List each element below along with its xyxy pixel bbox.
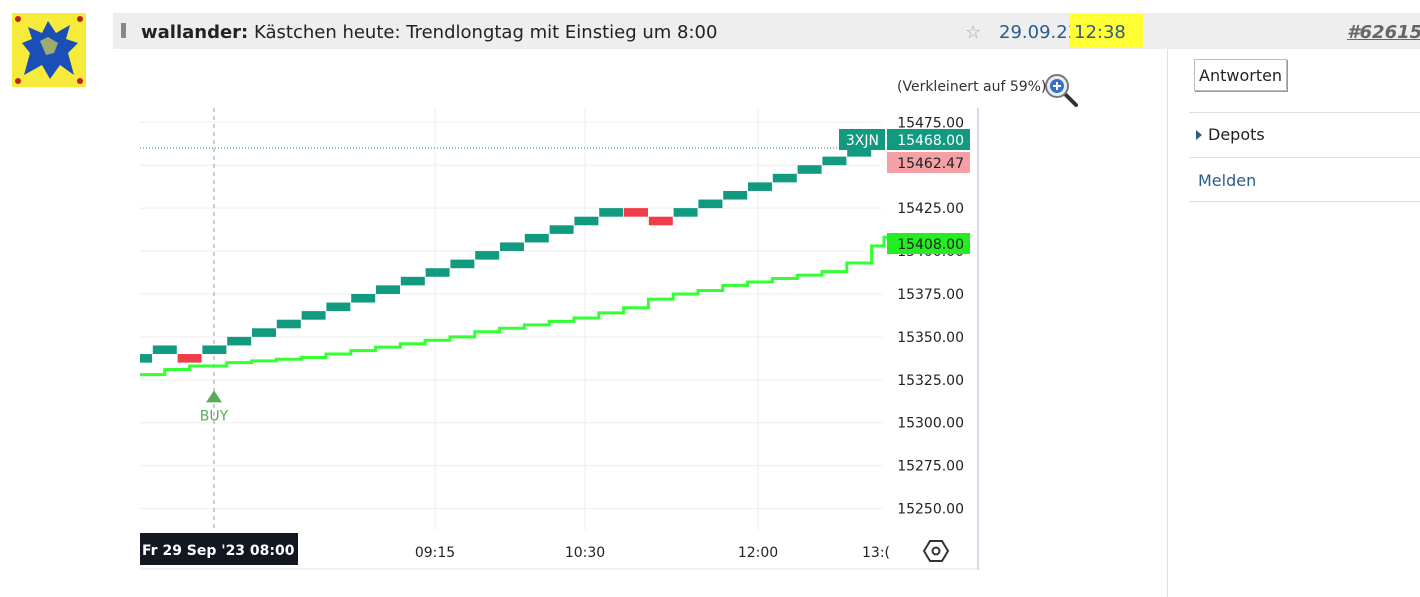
renko-brick-up <box>400 276 425 286</box>
renko-brick-up <box>673 208 698 217</box>
renko-brick-up <box>351 293 376 303</box>
renko-brick-up <box>475 251 500 260</box>
renko-brick-up <box>500 242 524 252</box>
report-link[interactable]: Melden <box>1198 171 1257 190</box>
gear-center <box>931 546 941 556</box>
collapse-handle[interactable] <box>121 23 126 38</box>
x-tick-label: 10:30 <box>565 545 605 561</box>
symbol-label-box <box>839 129 885 150</box>
renko-brick-up <box>698 199 723 209</box>
price-label-last-box <box>887 129 970 150</box>
zoom-in-icon[interactable] <box>1043 72 1079 108</box>
renko-brick-up <box>252 328 276 337</box>
crosshair-time-label: Fr 29 Sep '23 08:00 <box>142 543 295 559</box>
series-line-green <box>140 235 892 377</box>
post-time: 12:38 <box>1074 22 1126 43</box>
renko-brick-down <box>624 208 648 217</box>
renko-brick-up <box>128 354 152 363</box>
image-scale-note: (Verkleinert auf 59%) <box>897 79 1047 95</box>
buy-marker-icon <box>206 390 222 403</box>
gear-outline <box>922 540 950 562</box>
user-avatar[interactable] <box>12 13 86 87</box>
renko-brick-up <box>748 182 772 191</box>
depots-toggle[interactable]: Depots <box>1196 125 1265 144</box>
renko-brick-up <box>276 319 301 329</box>
renko-brick-up <box>599 208 624 217</box>
y-tick-label: 15250.00 <box>897 502 964 518</box>
buy-label: BUY <box>200 408 229 424</box>
post-date: 29.09.23 <box>999 22 1080 43</box>
renko-brick-up <box>797 165 822 174</box>
renko-brick-up <box>723 190 748 200</box>
divider <box>1189 112 1420 113</box>
x-tick-label: 12:00 <box>738 545 778 561</box>
post-actions-panel: Antworten Depots Melden <box>1167 49 1420 597</box>
crosshair-time-box <box>140 533 298 565</box>
star-icon[interactable]: ☆ <box>965 22 982 43</box>
renko-brick-up <box>202 345 227 355</box>
renko-brick-up <box>301 311 326 320</box>
renko-chart: 15475.0015425.0015400.0015375.0015350.00… <box>128 108 980 570</box>
post-header: wallander: Kästchen heute: Trendlongtag … <box>113 13 1420 49</box>
post-author[interactable]: wallander: <box>141 22 249 43</box>
renko-brick-up <box>425 268 450 277</box>
y-tick-label: 15325.00 <box>897 373 964 389</box>
renko-brick-up <box>549 225 574 234</box>
y-tick-label: 15350.00 <box>897 330 964 346</box>
y-tick-label: 15425.00 <box>897 201 964 217</box>
post-id-link[interactable]: #62615 <box>1347 22 1420 43</box>
post-time-highlight: 12:38 <box>1070 14 1143 48</box>
y-tick-label: 15275.00 <box>897 459 964 475</box>
symbol-label: 3XJN <box>846 133 879 149</box>
price-label-current-box <box>887 152 970 173</box>
renko-brick-up <box>376 285 400 294</box>
divider <box>1189 157 1420 158</box>
x-tick-label: 09:15 <box>415 545 455 561</box>
renko-brick-down <box>648 216 673 226</box>
renko-brick-up <box>227 336 252 346</box>
renko-brick-up <box>574 216 599 226</box>
renko-brick-up <box>524 233 549 243</box>
post-title: Kästchen heute: Trendlongtag mit Einstie… <box>253 22 718 43</box>
lion-crest-icon <box>12 13 86 87</box>
post-title-line: wallander: Kästchen heute: Trendlongtag … <box>141 22 717 43</box>
y-tick-label: 15375.00 <box>897 287 964 303</box>
caret-right-icon <box>1196 130 1202 140</box>
price-label-current: 15462.47 <box>897 156 964 172</box>
chart-settings-icon[interactable] <box>922 540 950 562</box>
divider <box>1189 201 1420 202</box>
chart-svg: 15475.0015425.0015400.0015375.0015350.00… <box>128 108 980 570</box>
renko-brick-up <box>822 156 847 166</box>
renko-brick-up <box>847 148 872 157</box>
y-tick-label: 15300.00 <box>897 416 964 432</box>
renko-brick-up <box>152 345 177 355</box>
price-label-last: 15468.00 <box>897 133 964 149</box>
depots-label: Depots <box>1208 125 1265 144</box>
renko-brick-up <box>326 302 351 312</box>
price-label-green-line-box <box>887 233 970 254</box>
renko-brick-up <box>772 173 797 183</box>
y-tick-label: 15475.00 <box>897 115 964 131</box>
renko-brick-down <box>177 354 202 363</box>
x-tick-label: 13:( <box>862 545 890 561</box>
reply-button[interactable]: Antworten <box>1194 59 1288 91</box>
price-label-green-line: 15408.00 <box>897 237 964 253</box>
renko-brick-up <box>450 259 475 269</box>
